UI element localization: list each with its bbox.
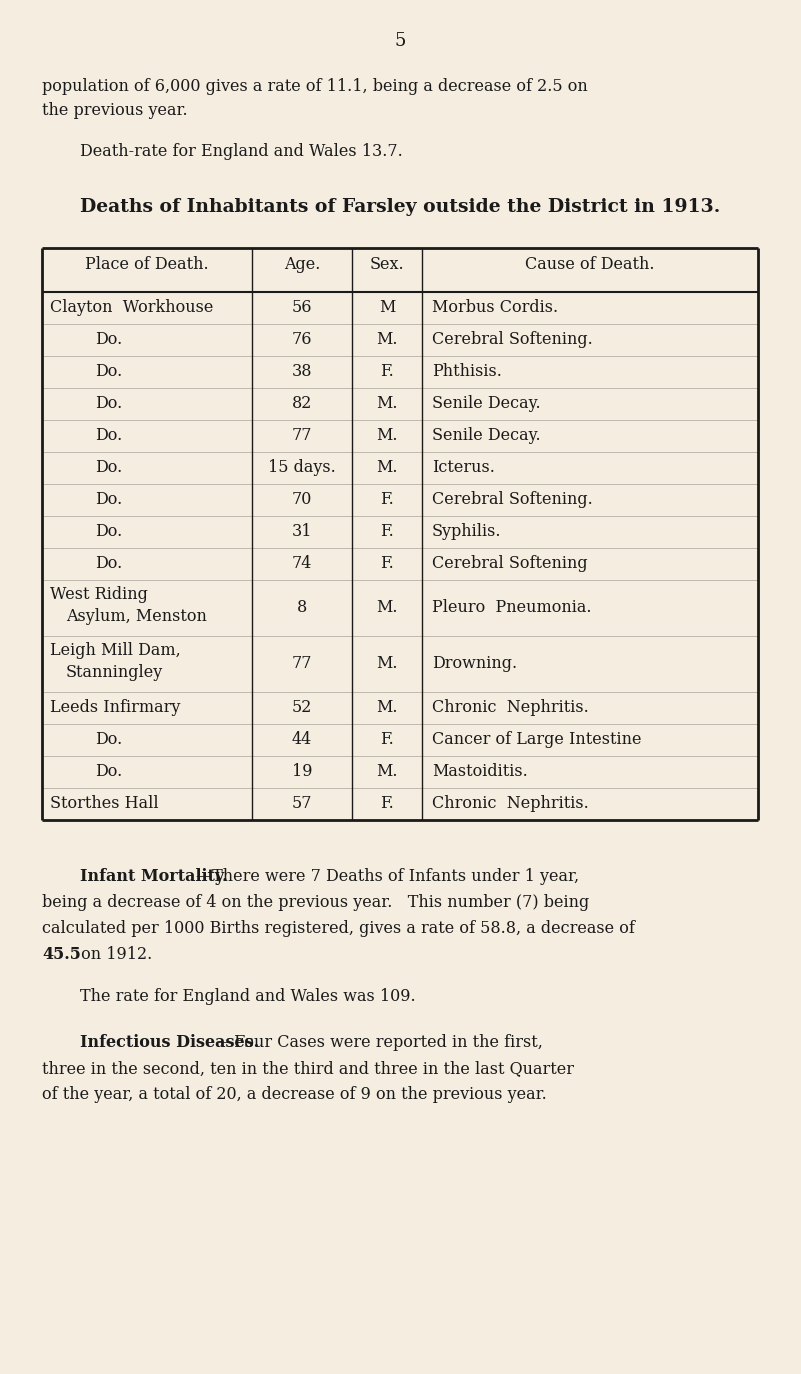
Text: Do.: Do. xyxy=(95,523,123,540)
Text: M: M xyxy=(379,300,395,316)
Text: Infectious Diseases.: Infectious Diseases. xyxy=(80,1035,260,1051)
Text: M.: M. xyxy=(376,655,398,672)
Text: Do.: Do. xyxy=(95,427,123,445)
Text: Do.: Do. xyxy=(95,492,123,508)
Text: F.: F. xyxy=(380,523,394,540)
Text: —There were 7 Deaths of Infants under 1 year,: —There were 7 Deaths of Infants under 1 … xyxy=(195,868,579,885)
Text: M.: M. xyxy=(376,699,398,716)
Text: 74: 74 xyxy=(292,555,312,573)
Text: Cerebral Softening.: Cerebral Softening. xyxy=(432,492,593,508)
Text: The rate for England and Wales was 109.: The rate for England and Wales was 109. xyxy=(80,988,416,1004)
Text: Do.: Do. xyxy=(95,555,123,573)
Text: 77: 77 xyxy=(292,655,312,672)
Text: West Riding: West Riding xyxy=(50,585,148,603)
Text: Do.: Do. xyxy=(95,331,123,349)
Text: M.: M. xyxy=(376,459,398,477)
Text: the previous year.: the previous year. xyxy=(42,102,187,120)
Text: —Four Cases were reported in the first,: —Four Cases were reported in the first, xyxy=(218,1035,543,1051)
Text: Morbus Cordis.: Morbus Cordis. xyxy=(432,300,558,316)
Text: F.: F. xyxy=(380,492,394,508)
Text: F.: F. xyxy=(380,364,394,381)
Text: Do.: Do. xyxy=(95,731,123,749)
Text: of the year, a total of 20, a decrease of 9 on the previous year.: of the year, a total of 20, a decrease o… xyxy=(42,1085,547,1103)
Text: Age.: Age. xyxy=(284,256,320,273)
Text: Infant Mortality.: Infant Mortality. xyxy=(80,868,227,885)
Text: 52: 52 xyxy=(292,699,312,716)
Text: Do.: Do. xyxy=(95,459,123,477)
Text: Stanningley: Stanningley xyxy=(66,664,163,682)
Text: 8: 8 xyxy=(297,599,307,617)
Text: 76: 76 xyxy=(292,331,312,349)
Text: Storthes Hall: Storthes Hall xyxy=(50,796,159,812)
Text: 77: 77 xyxy=(292,427,312,445)
Text: 45.5: 45.5 xyxy=(42,947,81,963)
Text: on 1912.: on 1912. xyxy=(76,947,152,963)
Text: Do.: Do. xyxy=(95,364,123,381)
Text: Cause of Death.: Cause of Death. xyxy=(525,256,654,273)
Text: Leigh Mill Dam,: Leigh Mill Dam, xyxy=(50,642,181,660)
Text: F.: F. xyxy=(380,555,394,573)
Text: M.: M. xyxy=(376,331,398,349)
Text: Drowning.: Drowning. xyxy=(432,655,517,672)
Text: Chronic  Nephritis.: Chronic Nephritis. xyxy=(432,796,589,812)
Text: Do.: Do. xyxy=(95,764,123,780)
Text: F.: F. xyxy=(380,796,394,812)
Text: Sex.: Sex. xyxy=(370,256,405,273)
Text: 19: 19 xyxy=(292,764,312,780)
Text: 56: 56 xyxy=(292,300,312,316)
Text: calculated per 1000 Births registered, gives a rate of 58.8, a decrease of: calculated per 1000 Births registered, g… xyxy=(42,921,635,937)
Text: Deaths of Inhabitants of Farsley outside the District in 1913.: Deaths of Inhabitants of Farsley outside… xyxy=(80,198,721,216)
Text: population of 6,000 gives a rate of 11.1, being a decrease of 2.5 on: population of 6,000 gives a rate of 11.1… xyxy=(42,78,588,95)
Text: Do.: Do. xyxy=(95,396,123,412)
Text: 31: 31 xyxy=(292,523,312,540)
Text: Syphilis.: Syphilis. xyxy=(432,523,501,540)
Text: being a decrease of 4 on the previous year.   This number (7) being: being a decrease of 4 on the previous ye… xyxy=(42,894,590,911)
Text: Pleuro  Pneumonia.: Pleuro Pneumonia. xyxy=(432,599,591,617)
Text: M.: M. xyxy=(376,396,398,412)
Text: three in the second, ten in the third and three in the last Quarter: three in the second, ten in the third an… xyxy=(42,1059,574,1077)
Text: Icterus.: Icterus. xyxy=(432,459,495,477)
Text: 57: 57 xyxy=(292,796,312,812)
Text: Cerebral Softening.: Cerebral Softening. xyxy=(432,331,593,349)
Text: Senile Decay.: Senile Decay. xyxy=(432,427,541,445)
Text: 38: 38 xyxy=(292,364,312,381)
Text: Cancer of Large Intestine: Cancer of Large Intestine xyxy=(432,731,642,749)
Text: Place of Death.: Place of Death. xyxy=(85,256,209,273)
Text: F.: F. xyxy=(380,731,394,749)
Text: Phthisis.: Phthisis. xyxy=(432,364,502,381)
Text: Cerebral Softening: Cerebral Softening xyxy=(432,555,588,573)
Text: Asylum, Menston: Asylum, Menston xyxy=(66,609,207,625)
Text: Clayton  Workhouse: Clayton Workhouse xyxy=(50,300,213,316)
Text: 70: 70 xyxy=(292,492,312,508)
Text: M.: M. xyxy=(376,599,398,617)
Text: Chronic  Nephritis.: Chronic Nephritis. xyxy=(432,699,589,716)
Text: Senile Decay.: Senile Decay. xyxy=(432,396,541,412)
Text: 5: 5 xyxy=(395,32,406,49)
Text: M.: M. xyxy=(376,427,398,445)
Text: Mastoiditis.: Mastoiditis. xyxy=(432,764,528,780)
Text: 15 days.: 15 days. xyxy=(268,459,336,477)
Text: M.: M. xyxy=(376,764,398,780)
Text: 82: 82 xyxy=(292,396,312,412)
Text: 44: 44 xyxy=(292,731,312,749)
Text: Leeds Infirmary: Leeds Infirmary xyxy=(50,699,180,716)
Text: Death-rate for England and Wales 13.7.: Death-rate for England and Wales 13.7. xyxy=(80,143,403,159)
